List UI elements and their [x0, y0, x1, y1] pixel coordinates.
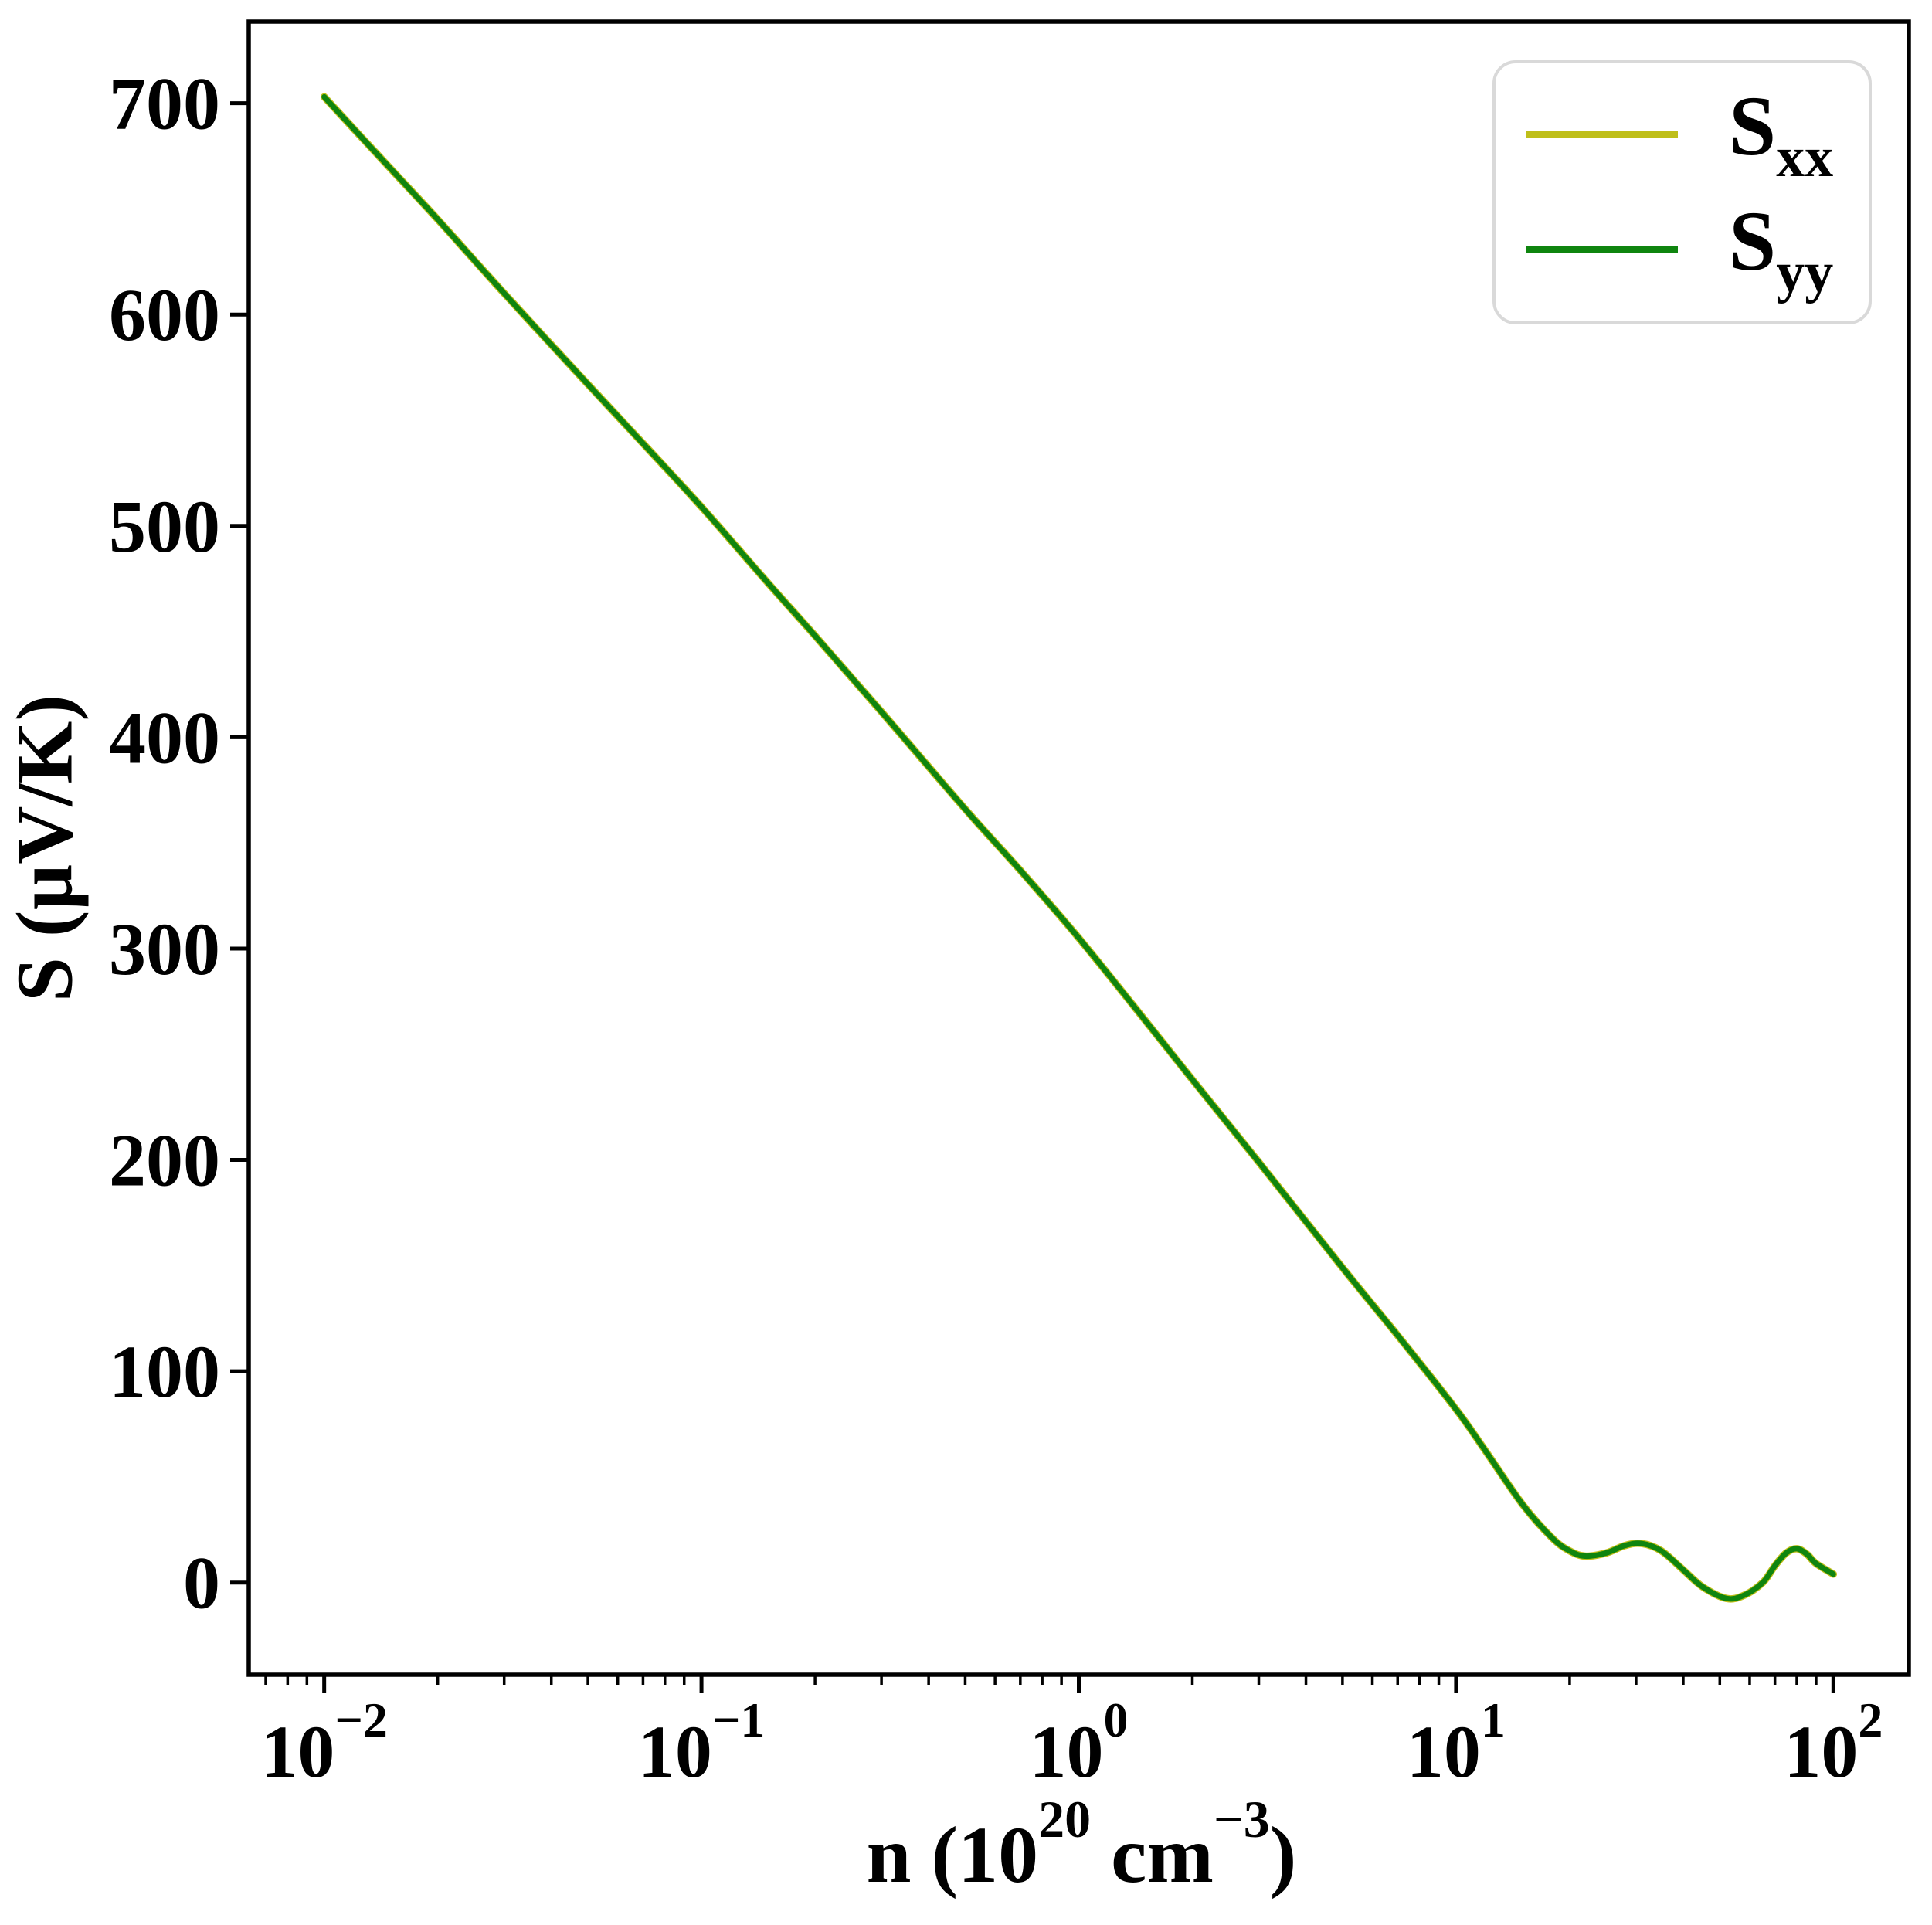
y-tick-label: 700	[109, 63, 220, 145]
x-axis-label: n (1020 cm−3)	[867, 1789, 1297, 1901]
y-tick-label: 400	[109, 696, 220, 779]
x-tick-label: 10−1	[638, 1692, 765, 1793]
x-tick-label: 101	[1407, 1692, 1506, 1793]
x-tick-label: 100	[1029, 1692, 1128, 1793]
x-axis-label-part: )	[1269, 1811, 1297, 1900]
legend-line-syy-swatch	[1526, 246, 1678, 253]
y-tick-label: 100	[109, 1330, 220, 1413]
legend-line-sxx-swatch	[1526, 131, 1678, 138]
legend-label-subscript: xx	[1776, 126, 1834, 189]
y-tick-label: 500	[109, 485, 220, 568]
x-tick-label: 102	[1784, 1692, 1883, 1793]
x-axis-label-part: cm	[1091, 1811, 1214, 1900]
plot-border	[246, 19, 1911, 1677]
series-syy-line	[321, 93, 1836, 1602]
legend-label-base: S	[1729, 79, 1777, 173]
y-tick-label: 600	[109, 273, 220, 356]
legend-label-base: S	[1729, 194, 1777, 288]
x-axis-label-exponent: −3	[1213, 1790, 1270, 1849]
x-tick-label: 10−2	[260, 1692, 387, 1793]
y-tick-label: 0	[183, 1542, 220, 1625]
x-axis-label-part: n (10	[866, 1811, 1039, 1900]
y-axis-label: S (µV/K)	[0, 694, 90, 1002]
legend-item-syy: Syy	[1526, 199, 1869, 301]
legend: Sxx Syy	[1492, 60, 1872, 324]
legend-label-subscript: yy	[1776, 241, 1834, 304]
legend-label-syy: Syy	[1729, 199, 1833, 301]
legend-label-sxx: Sxx	[1729, 83, 1833, 186]
x-axis-label-exponent: 20	[1038, 1790, 1092, 1849]
legend-item-sxx: Sxx	[1526, 83, 1869, 186]
y-tick-label: 200	[109, 1119, 220, 1202]
y-tick-label: 300	[109, 908, 220, 990]
